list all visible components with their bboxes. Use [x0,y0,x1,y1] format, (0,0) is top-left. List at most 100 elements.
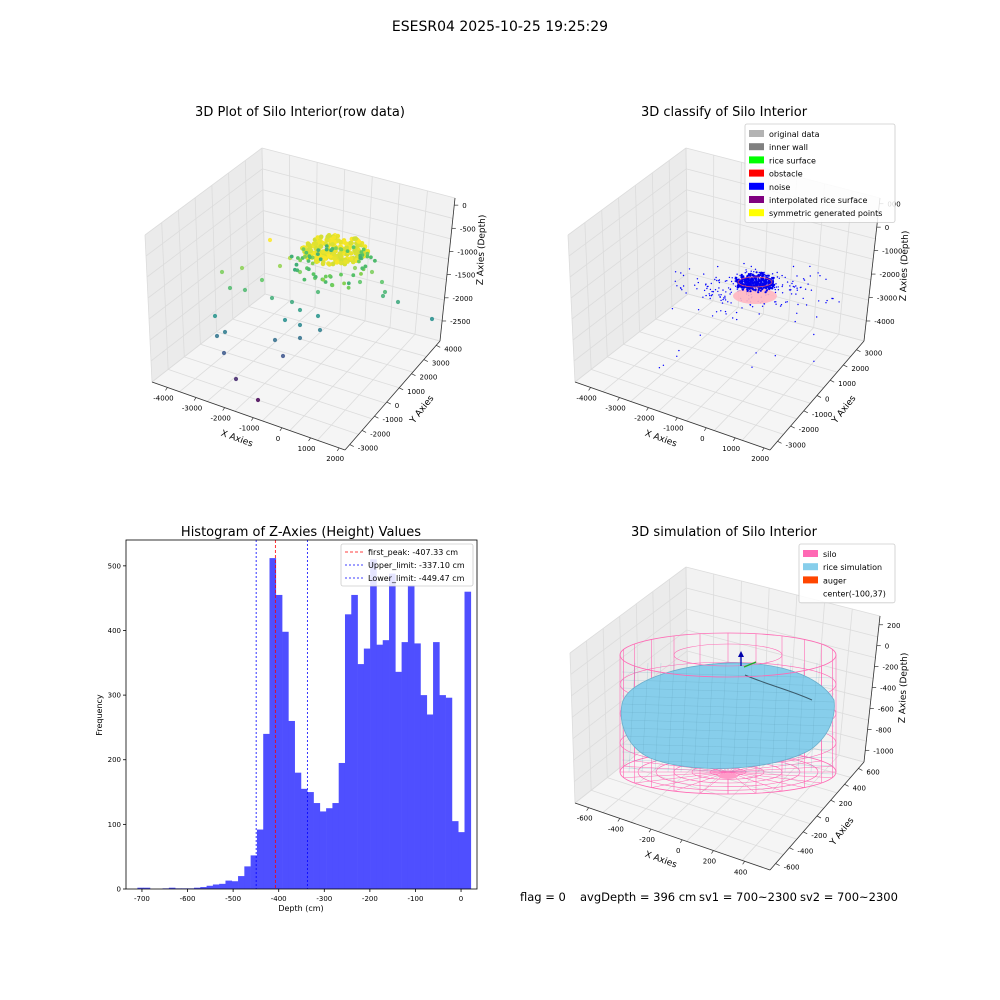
grid-line [574,293,689,383]
grid-line [150,272,265,362]
surface-point [320,249,326,254]
y-axis-label: Y Axies [830,394,859,427]
y-tick [830,799,835,803]
x-tick [251,417,254,421]
z-tick-label: 0 [462,202,466,210]
x-tick-label: -4000 [576,394,596,402]
grid-line [228,172,234,320]
histogram-bar [269,558,277,889]
grid-line [289,327,391,431]
y-tick [386,401,391,405]
histogram-bar [244,866,251,889]
surface-mesh-line [621,735,835,743]
noise-point [679,287,682,289]
grid-line [206,307,316,402]
histogram-bar [238,876,245,889]
noise-point [765,274,768,277]
surface-mesh-line [621,687,835,695]
data-point [363,264,368,269]
y-tick [775,863,780,866]
noise-point [776,271,778,274]
noise-point [786,281,789,283]
x-tick [586,807,589,811]
noise-point [753,271,755,273]
y-tick-label: -3000 [358,445,378,453]
data-point [365,254,370,259]
noise-point [682,285,685,287]
data-point [338,247,343,251]
noise-point [750,279,753,282]
grid-line [601,210,608,357]
surface-mesh-line [621,703,835,711]
noise-point [802,278,805,280]
noise-point [724,295,726,297]
y-axis-label: Y Axies [828,816,857,849]
surface-point [318,234,324,240]
surface-point [313,255,319,260]
noise-point [774,355,776,357]
surface-point [325,234,331,239]
data-point [316,248,321,253]
surface-mesh-line [621,751,835,759]
y-tick [816,395,822,398]
y-tick [803,410,808,414]
x-axis-line [151,381,346,451]
surface-mesh-line [680,662,688,773]
x-tick-label: 400 [734,868,747,876]
grid-line [687,251,869,301]
noise-point [724,297,726,299]
plot-frame [125,539,478,890]
z-tick-label: -600 [878,705,894,713]
surface-mesh-line [667,662,675,773]
surface-mesh-line [732,662,740,773]
grid-line [194,197,201,345]
histogram-bar [451,821,459,889]
noise-point [810,289,813,291]
noise-point [697,309,700,311]
noise-point [685,292,687,294]
noise-point [749,304,752,306]
y-tick-label: -2000 [799,426,819,434]
z-tick-label: -2500 [450,318,470,326]
noise-point [818,300,820,302]
histogram-bar [332,803,339,889]
y-tick [777,440,782,444]
rice-surface [620,662,835,769]
x-tick-label: -2000 [634,415,654,423]
noise-point [681,289,683,291]
surface-mesh-line [654,662,662,773]
grid-line [686,608,876,659]
noise-point [736,288,738,290]
data-point [221,350,227,356]
grid-line [178,210,185,357]
y-tick-label: 4000 [444,345,462,353]
noise-point [706,287,708,290]
grid-line [148,231,264,320]
noise-point [751,278,754,281]
noise-point [750,270,752,272]
z-tick-label: -500 [460,225,476,233]
histogram-bar [338,762,346,889]
noise-point [772,284,775,287]
data-point [351,273,356,278]
noise-point [718,279,721,281]
surface-mesh-line [621,695,835,703]
noise-point [735,278,738,282]
noise-point [710,295,713,297]
noise-point [792,265,795,268]
legend-swatch [803,563,818,571]
noise-point [775,286,778,288]
noise-point [817,272,819,274]
grid-line [263,210,449,260]
silo-floor-spoke [623,766,729,773]
data-point [369,255,373,260]
noise-point [761,288,764,291]
surface-point [315,235,321,240]
noise-point [732,283,734,285]
noise-point [696,288,698,290]
y-tick-label: 3000 [432,360,450,368]
surface-point [332,256,338,262]
noise-point [761,305,764,307]
y-tick [856,349,861,353]
x-axis-line [574,802,771,871]
